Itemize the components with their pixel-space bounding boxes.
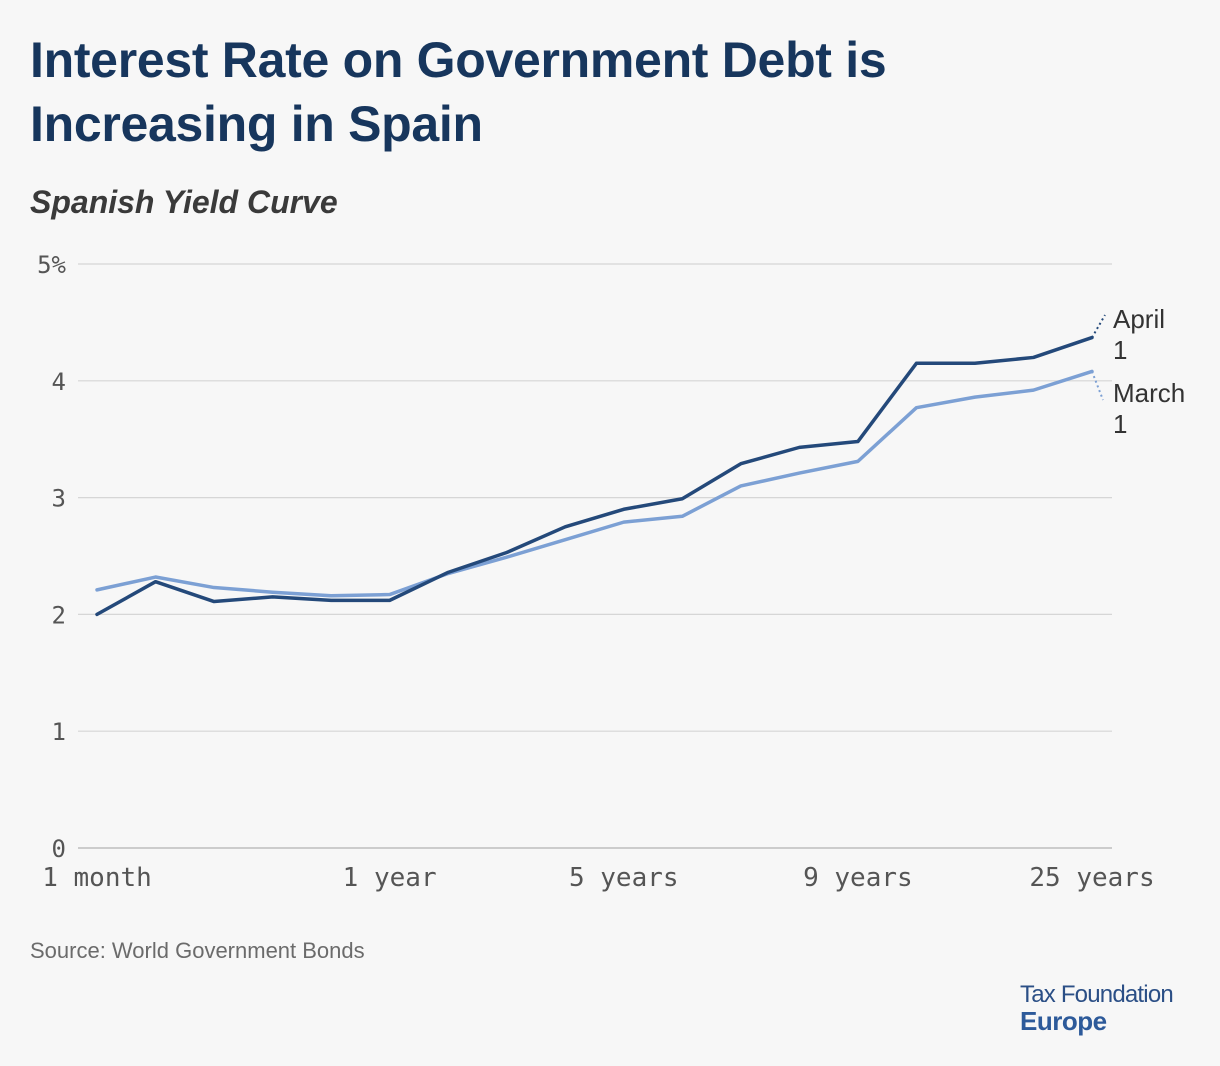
chart-title: Interest Rate on Government Debt is Incr… [30, 32, 887, 152]
series-line [95, 335, 1094, 617]
data-point [563, 525, 567, 529]
data-point [446, 570, 450, 574]
series-lines [95, 335, 1094, 617]
y-tick-label: 5% [37, 251, 66, 279]
data-point [739, 462, 743, 466]
gridlines [78, 263, 1112, 849]
data-point [271, 595, 275, 599]
y-tick-label: 3 [52, 485, 66, 513]
data-point [973, 395, 977, 399]
data-point [388, 598, 392, 602]
x-tick-label: 1 month [42, 863, 152, 893]
data-point [797, 445, 801, 449]
source-note: Source: World Government Bonds [30, 938, 365, 963]
label-leader [1091, 314, 1106, 339]
data-point [154, 580, 158, 584]
x-tick-label: 5 years [569, 863, 679, 893]
data-point [95, 612, 99, 616]
data-point [739, 484, 743, 488]
series-line [95, 369, 1094, 598]
series-labels: April 1 March 1 [1091, 304, 1185, 439]
data-point [914, 406, 918, 410]
tax-foundation-europe-logo: Tax Foundation Europe [1020, 981, 1200, 1036]
data-point [271, 590, 275, 594]
data-point [914, 361, 918, 365]
data-point [680, 497, 684, 501]
y-axis-ticks: 0 1 2 3 4 5% [37, 251, 66, 863]
data-point [1031, 388, 1035, 392]
x-axis-ticks: 1 month 1 year 5 years 9 years 25 years [42, 863, 1154, 893]
data-point [212, 600, 216, 604]
data-point [505, 555, 509, 559]
data-point [856, 459, 860, 463]
y-tick-label: 1 [52, 718, 66, 746]
data-point [1031, 355, 1035, 359]
data-point [505, 550, 509, 554]
data-point [329, 594, 333, 598]
data-point [622, 520, 626, 524]
data-point [622, 507, 626, 511]
series-label: March 1 [1113, 378, 1185, 439]
logo-line-2: Europe [1020, 1006, 1107, 1036]
y-tick-label: 0 [52, 835, 66, 863]
y-tick-label: 4 [52, 368, 66, 396]
series-label: April 1 [1113, 304, 1165, 365]
data-point [388, 593, 392, 597]
x-tick-label: 1 year [343, 863, 437, 893]
x-tick-label: 25 years [1029, 863, 1154, 893]
data-point [856, 440, 860, 444]
chart-subtitle: Spanish Yield Curve [30, 184, 338, 220]
y-tick-label: 2 [52, 601, 66, 629]
label-leader [1091, 371, 1104, 401]
data-point [154, 575, 158, 579]
x-tick-label: 9 years [803, 863, 913, 893]
data-point [329, 598, 333, 602]
data-point [797, 471, 801, 475]
data-point [563, 538, 567, 542]
data-point [680, 514, 684, 518]
data-point [95, 588, 99, 592]
logo-line-1: Tax Foundation [1020, 981, 1174, 1008]
data-point [973, 361, 977, 365]
data-point [212, 586, 216, 590]
